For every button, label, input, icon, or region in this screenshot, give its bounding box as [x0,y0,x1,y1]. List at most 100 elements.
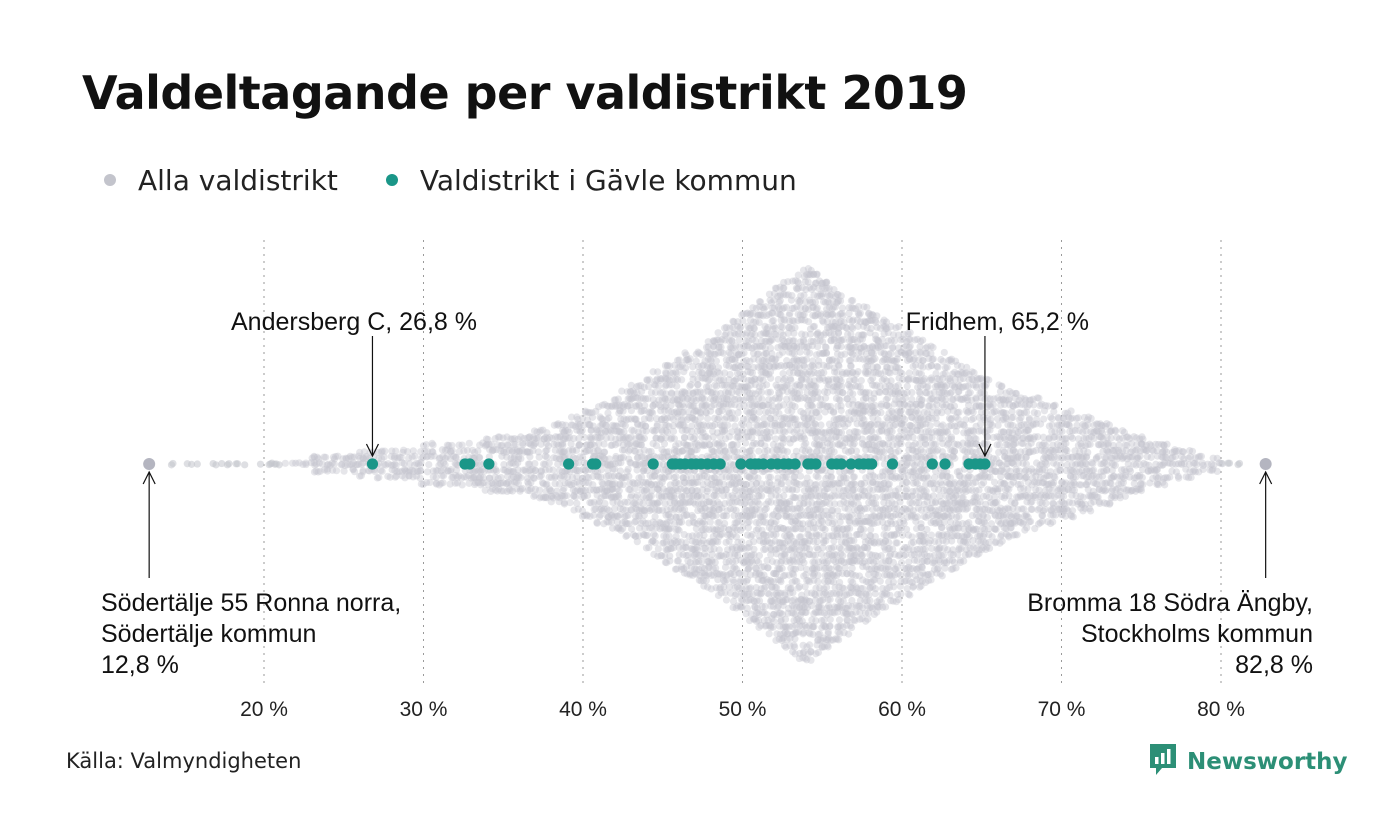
district-point-all [595,497,603,506]
district-point-all [611,512,619,520]
district-point-all [673,370,681,378]
district-point-all [545,459,553,467]
district-point-all [541,466,550,474]
district-point-all [627,415,635,423]
district-point-all [632,504,640,513]
district-point-all [680,478,689,486]
district-point-all [687,479,695,487]
district-point-all [895,323,903,331]
district-point-all [681,478,689,487]
district-point-all [667,504,675,513]
district-point-all [406,466,414,474]
district-point-all [658,375,666,383]
district-point-all [628,525,636,533]
district-point-all [693,427,702,435]
district-point-all [451,479,459,487]
district-point-all [675,543,683,552]
district-point-all [673,390,681,398]
district-point-all [669,427,678,436]
district-point-all [666,486,674,494]
district-point-all [558,472,566,480]
district-point-all [605,518,613,526]
district-point-all [669,369,677,377]
district-point-all [577,428,585,436]
district-point-all [668,487,676,495]
district-point-all [451,459,459,467]
district-point-all [640,487,648,495]
district-point-all [669,396,677,404]
district-point-all [574,415,582,424]
district-point-all [688,486,696,495]
district-point-all [556,433,565,441]
district-point-all [663,361,672,369]
district-point-all [632,500,640,509]
district-point-all [531,439,540,447]
district-point-all [443,441,452,449]
district-point-all [682,539,690,547]
district-point-all [574,505,582,513]
district-point-all [614,401,622,410]
district-point-all [619,420,627,428]
district-point-all [682,351,690,359]
district-point-all [736,323,745,331]
district-point-all [575,441,583,449]
district-point-all [637,381,645,390]
district-point-all [595,427,603,435]
district-point-all [672,513,680,521]
district-point-all [567,440,575,448]
district-point-all [656,474,664,482]
district-point-all [537,440,545,448]
district-point-all [623,468,631,476]
district-point-all [439,479,447,487]
district-point-all [485,446,494,454]
district-point-all [371,467,379,476]
district-point-all [471,479,480,487]
district-point-all [726,370,734,379]
district-point-all [514,459,522,467]
district-point-all [666,525,674,533]
district-point-all [423,447,432,456]
district-point-all [897,590,905,598]
district-point-all [504,441,512,449]
district-point-all [689,363,697,371]
district-point-all [663,546,671,554]
district-point-all [555,466,563,474]
district-point-all [662,492,670,501]
district-point-all [562,432,570,441]
district-point-all [586,498,594,507]
district-point-all [645,544,653,552]
district-point-all [648,409,657,417]
district-point-all [310,452,318,460]
district-point-all [604,479,612,487]
district-point-all [511,461,520,469]
district-point-all [635,432,643,441]
district-point-all [350,468,359,476]
district-point-all [384,460,392,468]
district-point-all [658,434,666,442]
district-point-all [375,454,383,463]
district-point-all [619,524,627,533]
district-point-all [561,467,569,475]
district-point-all [607,434,615,442]
district-point-all [607,485,616,494]
district-point-all [655,396,663,404]
district-point-all [670,486,678,494]
district-point-all [645,408,653,416]
district-point-all [652,426,660,434]
district-point-all [515,448,524,456]
district-point-all [615,409,623,417]
district-point-all [573,413,581,421]
district-point-all [633,491,641,499]
district-point-all [608,494,616,502]
district-point-all [380,453,388,461]
district-point-all [526,487,534,495]
district-point-all [502,448,511,456]
district-point-all [877,409,885,417]
district-point-all [594,500,602,508]
district-point-all [813,304,821,312]
district-point-all [658,388,667,397]
district-point-all [780,492,788,500]
district-point-all [696,505,705,513]
district-point-all [626,446,634,454]
district-point-all [827,473,836,481]
